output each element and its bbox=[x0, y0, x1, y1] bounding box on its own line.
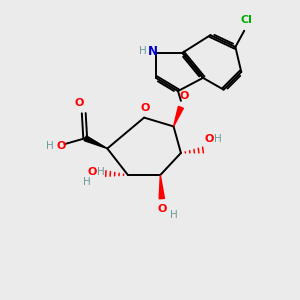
Text: H: H bbox=[170, 210, 178, 220]
Text: H: H bbox=[214, 134, 222, 143]
Text: O: O bbox=[75, 98, 84, 108]
Text: O: O bbox=[157, 204, 167, 214]
Polygon shape bbox=[174, 106, 183, 126]
Text: O: O bbox=[56, 141, 66, 151]
Polygon shape bbox=[159, 175, 164, 199]
Text: H: H bbox=[139, 46, 146, 56]
Text: H: H bbox=[83, 177, 91, 188]
Text: H: H bbox=[46, 141, 53, 151]
Text: O: O bbox=[88, 167, 97, 177]
Text: Cl: Cl bbox=[241, 15, 253, 25]
Text: O: O bbox=[179, 91, 188, 101]
Text: H: H bbox=[97, 167, 104, 177]
Polygon shape bbox=[84, 136, 107, 148]
Text: N: N bbox=[148, 45, 158, 58]
Text: O: O bbox=[141, 103, 150, 113]
Text: O: O bbox=[205, 134, 214, 143]
